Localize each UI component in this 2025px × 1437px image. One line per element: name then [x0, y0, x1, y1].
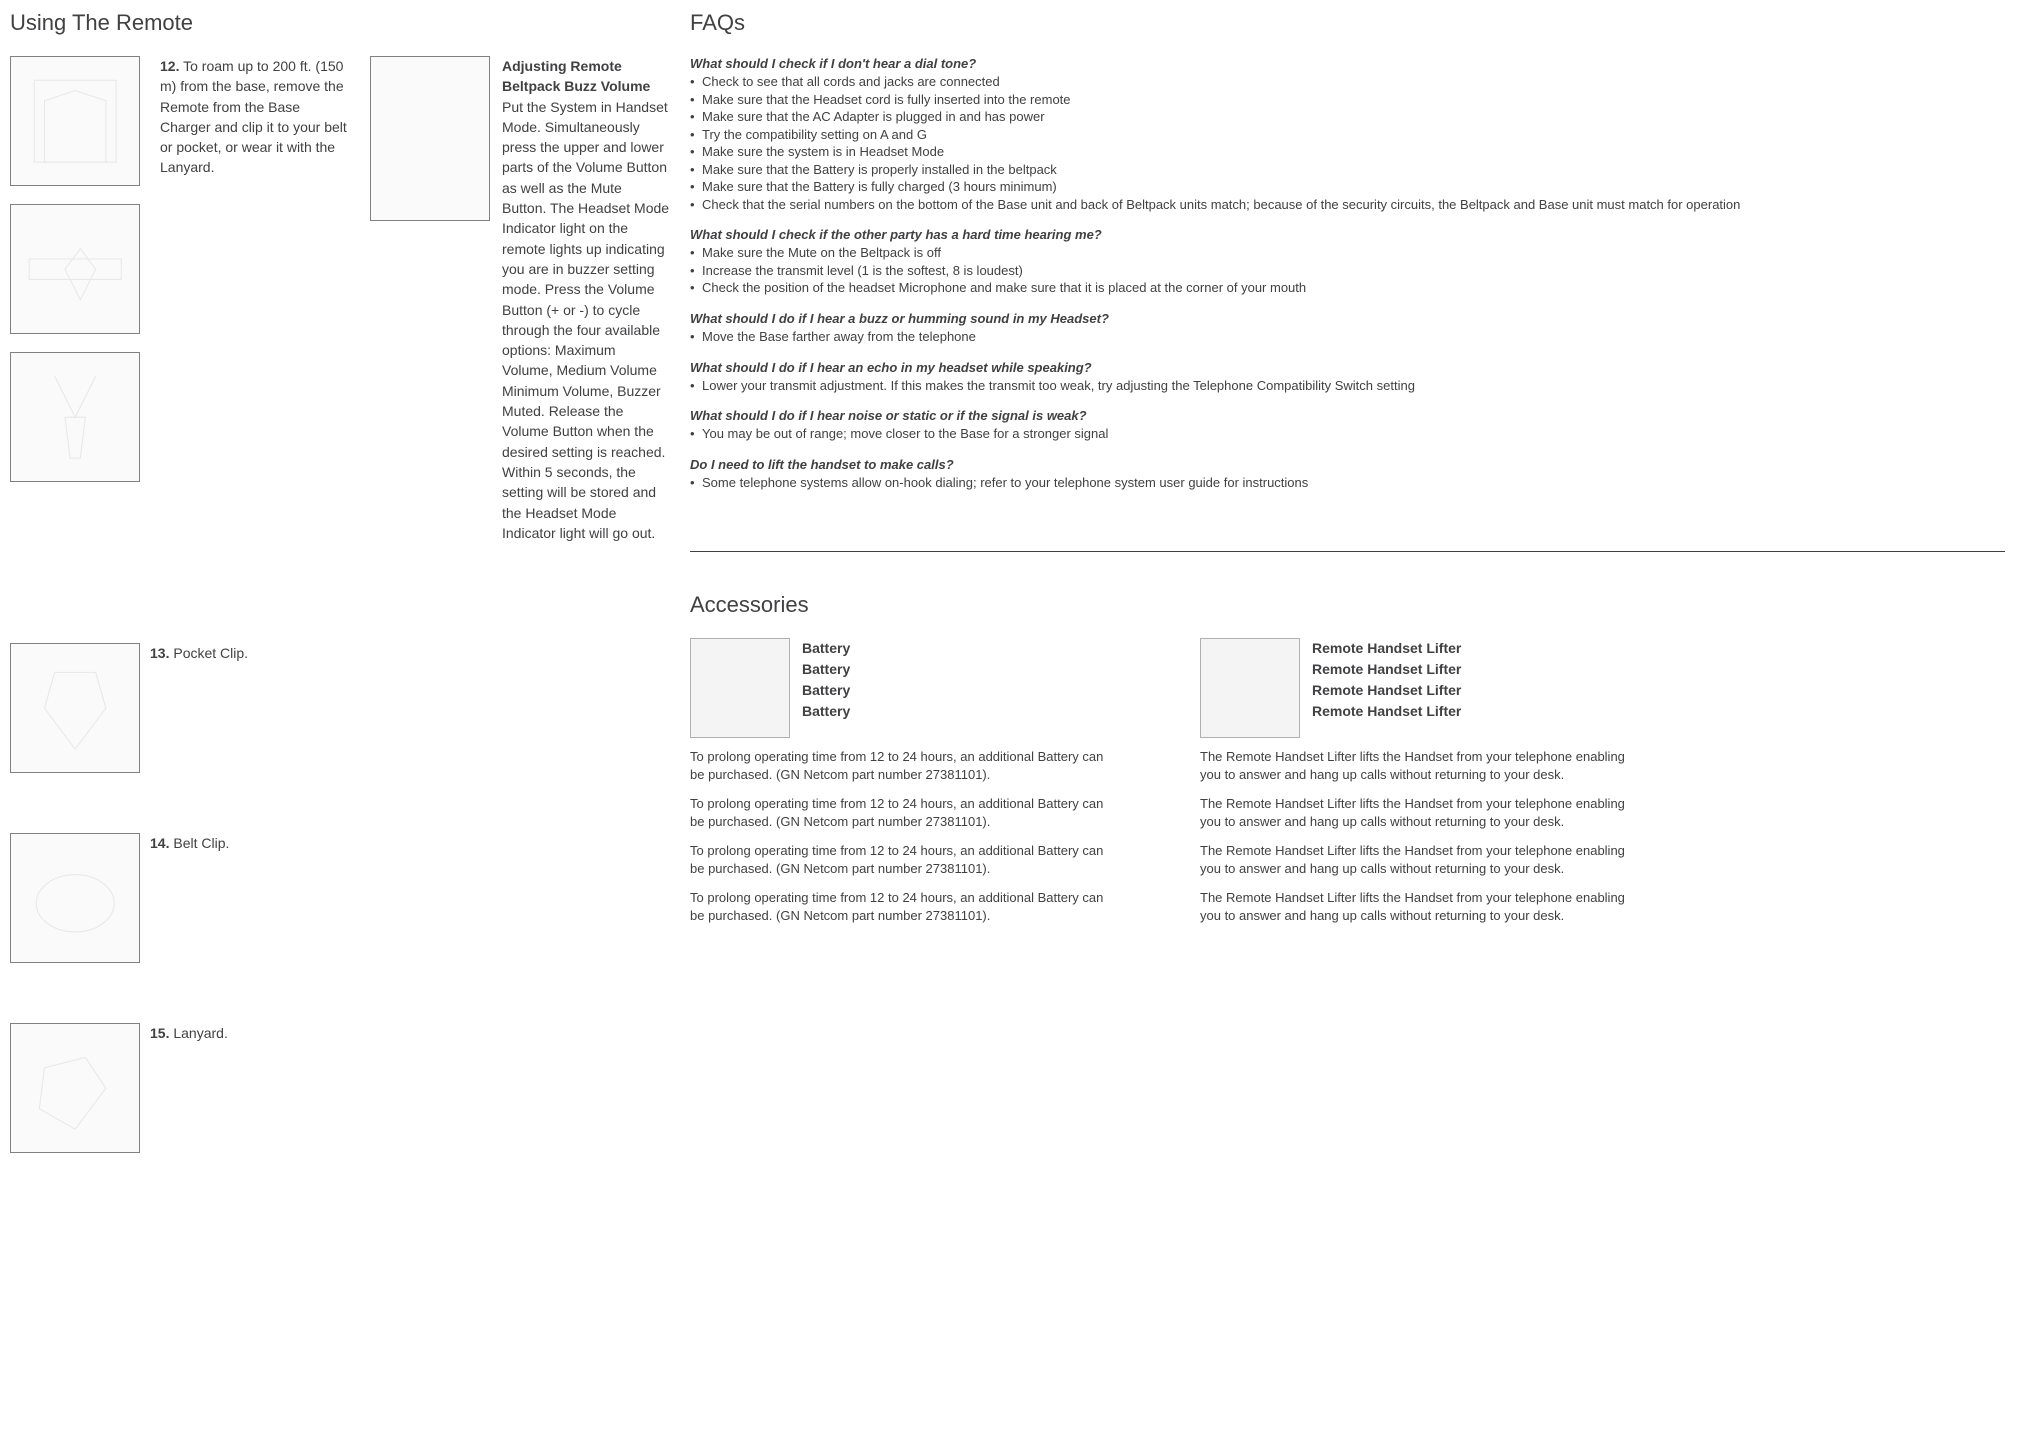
step-12-number: 12.: [160, 58, 179, 74]
faq-block-1: What should I check if I don't hear a di…: [690, 56, 2005, 213]
faq-a1: Check to see that all cords and jacks ar…: [690, 73, 2005, 213]
faq-a1-7: Check that the serial numbers on the bot…: [690, 196, 2005, 214]
faq-a2-2: Check the position of the headset Microp…: [690, 279, 2005, 297]
faq-a4-0: Lower your transmit adjustment. If this …: [690, 377, 2005, 395]
illustration-remote-closeup: [370, 56, 490, 221]
lifter-title-0: Remote Handset Lifter: [1312, 638, 1461, 659]
faq-a1-3: Try the compatibility setting on A and G: [690, 126, 2005, 144]
step-13-number: 13.: [150, 645, 169, 661]
faq-block-2: What should I check if the other party h…: [690, 227, 2005, 297]
battery-desc-2: To prolong operating time from 12 to 24 …: [690, 842, 1120, 877]
lifter-desc: The Remote Handset Lifter lifts the Hand…: [1200, 748, 1630, 924]
step-15-text: 15. Lanyard.: [150, 1023, 228, 1043]
section-divider: [690, 551, 2005, 552]
faq-a6-0: Some telephone systems allow on-hook dia…: [690, 474, 2005, 492]
step-13-text: 13. Pocket Clip.: [150, 643, 248, 663]
step-14-number: 14.: [150, 835, 169, 851]
step-12-text: 12. To roam up to 200 ft. (150 m) from t…: [160, 56, 350, 178]
faq-a4: Lower your transmit adjustment. If this …: [690, 377, 2005, 395]
faq-a2-1: Increase the transmit level (1 is the so…: [690, 262, 2005, 280]
lifter-desc-3: The Remote Handset Lifter lifts the Hand…: [1200, 889, 1630, 924]
lifter-desc-0: The Remote Handset Lifter lifts the Hand…: [1200, 748, 1630, 783]
faq-q3: What should I do if I hear a buzz or hum…: [690, 311, 2005, 326]
illustration-shirt-pocket: [10, 56, 140, 186]
lifter-icon: [1200, 638, 1300, 738]
faq-block-4: What should I do if I hear an echo in my…: [690, 360, 2005, 395]
faq-a1-6: Make sure that the Battery is fully char…: [690, 178, 2005, 196]
lifter-title-2: Remote Handset Lifter: [1312, 680, 1461, 701]
buzz-volume-body: Put the System in Handset Mode. Simultan…: [502, 99, 669, 541]
faq-a1-4: Make sure the system is in Headset Mode: [690, 143, 2005, 161]
step-12-body: To roam up to 200 ft. (150 m) from the b…: [160, 58, 347, 175]
battery-title-0: Battery: [802, 638, 850, 659]
using-remote-title: Using The Remote: [10, 10, 670, 36]
faq-a1-0: Check to see that all cords and jacks ar…: [690, 73, 2005, 91]
accessory-battery: Battery Battery Battery Battery To prolo…: [690, 638, 1120, 936]
faq-a5: You may be out of range; move closer to …: [690, 425, 2005, 443]
faq-q2: What should I check if the other party h…: [690, 227, 2005, 242]
faq-a2-0: Make sure the Mute on the Beltpack is of…: [690, 244, 2005, 262]
faqs-title: FAQs: [690, 10, 2005, 36]
buzz-volume-text: Adjusting Remote Beltpack Buzz Volume Pu…: [502, 56, 670, 543]
faq-q1: What should I check if I don't hear a di…: [690, 56, 2005, 71]
faq-a2: Make sure the Mute on the Beltpack is of…: [690, 244, 2005, 297]
step-15-body: Lanyard.: [173, 1025, 227, 1041]
step-14-text: 14. Belt Clip.: [150, 833, 229, 853]
illustration-pocket-clip: [10, 643, 140, 773]
faq-block-5: What should I do if I hear noise or stat…: [690, 408, 2005, 443]
battery-title-1: Battery: [802, 659, 850, 680]
battery-desc-3: To prolong operating time from 12 to 24 …: [690, 889, 1120, 924]
faq-a5-0: You may be out of range; move closer to …: [690, 425, 2005, 443]
battery-desc-0: To prolong operating time from 12 to 24 …: [690, 748, 1120, 783]
faq-q6: Do I need to lift the handset to make ca…: [690, 457, 2005, 472]
faq-a3: Move the Base farther away from the tele…: [690, 328, 2005, 346]
battery-icon: [690, 638, 790, 738]
lifter-title-1: Remote Handset Lifter: [1312, 659, 1461, 680]
illustration-lanyard-wear: [10, 352, 140, 482]
step-15-number: 15.: [150, 1025, 169, 1041]
illustration-lanyard: [10, 1023, 140, 1153]
battery-desc-1: To prolong operating time from 12 to 24 …: [690, 795, 1120, 830]
step-14-body: Belt Clip.: [173, 835, 229, 851]
accessory-lifter: Remote Handset Lifter Remote Handset Lif…: [1200, 638, 1630, 936]
faq-q4: What should I do if I hear an echo in my…: [690, 360, 2005, 375]
faq-a1-2: Make sure that the AC Adapter is plugged…: [690, 108, 2005, 126]
lifter-desc-2: The Remote Handset Lifter lifts the Hand…: [1200, 842, 1630, 877]
faq-block-3: What should I do if I hear a buzz or hum…: [690, 311, 2005, 346]
buzz-volume-title: Adjusting Remote Beltpack Buzz Volume: [502, 56, 670, 97]
battery-title-2: Battery: [802, 680, 850, 701]
battery-title-3: Battery: [802, 701, 850, 722]
faq-block-6: Do I need to lift the handset to make ca…: [690, 457, 2005, 492]
faq-a1-5: Make sure that the Battery is properly i…: [690, 161, 2005, 179]
faq-q5: What should I do if I hear noise or stat…: [690, 408, 2005, 423]
lifter-desc-1: The Remote Handset Lifter lifts the Hand…: [1200, 795, 1630, 830]
faq-a1-1: Make sure that the Headset cord is fully…: [690, 91, 2005, 109]
lifter-title-3: Remote Handset Lifter: [1312, 701, 1461, 722]
illustration-belt-clip: [10, 833, 140, 963]
step-13-body: Pocket Clip.: [173, 645, 248, 661]
illustration-belt: [10, 204, 140, 334]
faq-a6: Some telephone systems allow on-hook dia…: [690, 474, 2005, 492]
faq-a3-0: Move the Base farther away from the tele…: [690, 328, 2005, 346]
battery-desc: To prolong operating time from 12 to 24 …: [690, 748, 1120, 924]
accessories-title: Accessories: [690, 592, 2005, 618]
